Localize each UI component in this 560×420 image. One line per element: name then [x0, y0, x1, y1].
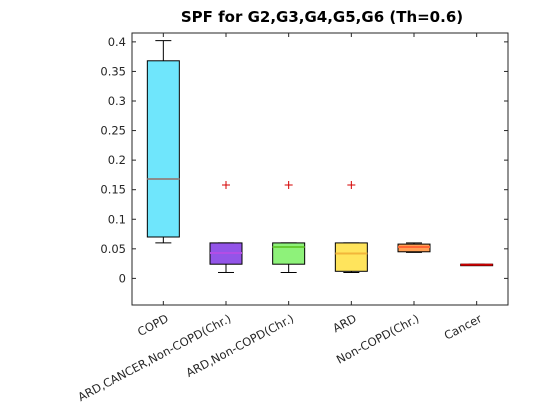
- y-tick-label: 0.15: [100, 183, 126, 197]
- outlier-point: [222, 180, 230, 189]
- y-tick-label: 0.2: [108, 153, 126, 167]
- outlier-point: [347, 180, 356, 189]
- y-tick-label: 0.35: [100, 64, 126, 78]
- y-tick-label: 0.4: [108, 35, 126, 49]
- y-tick-label: 0.1: [108, 212, 126, 226]
- y-tick-label: 0.05: [100, 242, 126, 256]
- box-body: [334, 242, 368, 272]
- chart-title: SPF for G2,G3,G4,G5,G6 (Th=0.6): [181, 8, 463, 26]
- box-body: [146, 60, 180, 238]
- y-tick-label: 0: [119, 271, 126, 285]
- y-tick-label: 0.3: [108, 94, 126, 108]
- y-tick-label: 0.25: [100, 124, 126, 138]
- outlier-point: [284, 180, 293, 189]
- box-body: [272, 242, 306, 265]
- axes-box: [131, 32, 509, 306]
